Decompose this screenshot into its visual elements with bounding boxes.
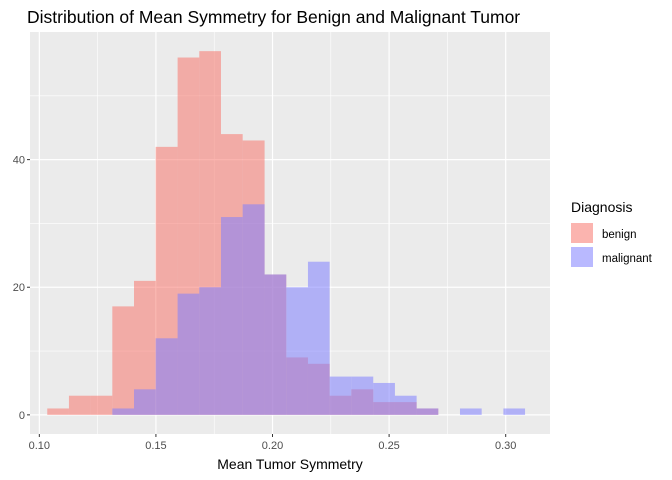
bar-benign-1 [68, 395, 91, 415]
legend-key-benign [571, 223, 593, 243]
bar-malignant-1 [134, 389, 156, 415]
legend-label-malignant: malignant [602, 253, 653, 265]
bar-malignant-18 [503, 408, 526, 415]
y-tick-label: 20 [13, 282, 25, 294]
bar-malignant-11 [351, 376, 374, 415]
bar-malignant-9 [307, 261, 330, 415]
x-tick-label: 0.25 [378, 440, 399, 452]
x-tick-label: 0.30 [495, 440, 516, 452]
bar-malignant-5 [220, 217, 243, 415]
x-axis: 0.10 0.15 0.20 0.25 0.30 [29, 434, 516, 452]
malignant-bars [112, 204, 526, 415]
bar-malignant-4 [199, 287, 221, 415]
x-tick-label: 0.15 [145, 440, 166, 452]
chart-title: Distribution of Mean Symmetry for Benign… [27, 7, 520, 27]
legend-title: Diagnosis [571, 199, 632, 215]
bar-benign-2 [90, 395, 113, 415]
legend-label-benign: benign [602, 229, 637, 241]
bar-malignant-10 [329, 376, 352, 415]
bar-malignant-3 [177, 293, 200, 415]
legend: Diagnosis benign malignant [571, 199, 653, 267]
bar-malignant-13 [394, 395, 417, 415]
x-tick-label: 0.20 [262, 440, 283, 452]
x-tick-label: 0.10 [29, 440, 50, 452]
bar-malignant-2 [155, 338, 178, 415]
y-axis: 0 20 40 [13, 155, 30, 422]
bar-benign-0 [47, 408, 69, 415]
bar-malignant-0 [112, 408, 134, 415]
bar-malignant-6 [242, 204, 265, 415]
bar-malignant-7 [264, 274, 287, 415]
bar-benign-4 [134, 280, 156, 415]
bar-benign-3 [112, 306, 134, 415]
bar-malignant-8 [286, 287, 308, 415]
bar-malignant-12 [373, 382, 395, 415]
x-axis-title: Mean Tumor Symmetry [217, 456, 362, 472]
y-tick-label: 0 [19, 410, 25, 422]
bar-malignant-16 [459, 408, 482, 415]
y-tick-label: 40 [13, 155, 25, 167]
bar-malignant-14 [416, 408, 439, 415]
legend-key-malignant [571, 247, 593, 267]
